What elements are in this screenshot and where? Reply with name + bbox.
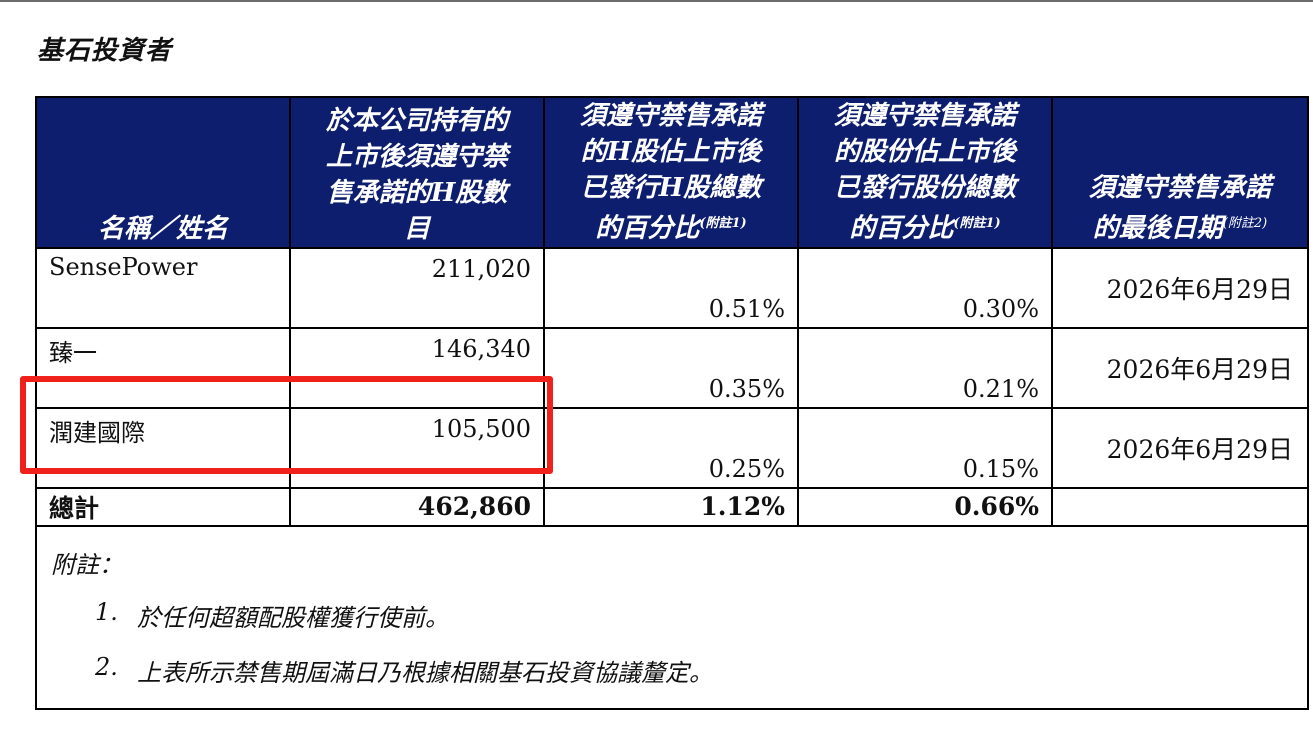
note-item: 1. 於任何超額配股權獲行使前。 — [95, 598, 1293, 633]
notes-title: 附註： — [51, 550, 123, 579]
section-title: 基石投資者 — [37, 36, 173, 66]
header-h-share-pct: 須遵守禁售承諾 的H股佔上市後 已發行H股總數 的百分比(附註1) — [543, 96, 799, 249]
lockup-date-value: 2026年6月29日 — [1051, 246, 1309, 329]
investor-name: SensePower — [35, 246, 291, 329]
table-row: 臻一 146,340 0.35% 0.21% 2026年6月29日 — [35, 326, 1309, 409]
investor-name: 臻一 — [35, 326, 291, 409]
total-h-share-pct: 1.12% — [543, 486, 799, 527]
table-row: 潤建國際 105,500 0.25% 0.15% 2026年6月29日 — [35, 406, 1309, 489]
h-share-pct-value: 0.51% — [543, 246, 799, 329]
h-share-pct-value: 0.25% — [543, 406, 799, 489]
lockup-date-value: 2026年6月29日 — [1051, 406, 1309, 489]
note-number: 1. — [95, 597, 118, 626]
header-row: 名稱／姓名 於本公司持有的 上市後須遵守禁 售承諾的H股數 目 須遵守禁售承諾 … — [35, 96, 1309, 249]
note-item: 2. 上表所示禁售期屆滿日乃根據相關基石投資協議釐定。 — [95, 653, 1293, 688]
header-name: 名稱／姓名 — [35, 96, 291, 249]
total-share-pct-value: 0.15% — [797, 406, 1053, 489]
total-label: 總計 — [35, 486, 291, 527]
note-ref: (附註1) — [953, 216, 1001, 231]
top-rule — [0, 0, 1313, 2]
lockup-table: 名稱／姓名 於本公司持有的 上市後須遵守禁 售承諾的H股數 目 須遵守禁售承諾 … — [35, 96, 1309, 710]
header-total-share-pct: 須遵守禁售承諾 的股份佔上市後 已發行股份總數 的百分比(附註1) — [797, 96, 1053, 249]
table-row: SensePower 211,020 0.51% 0.30% 2026年6月29… — [35, 246, 1309, 329]
total-date-empty — [1051, 486, 1309, 527]
total-share-pct-value: 0.30% — [797, 246, 1053, 329]
total-share-pct-value: 0.21% — [797, 326, 1053, 409]
note-text: 於任何超額配股權獲行使前。 — [137, 603, 449, 632]
h-share-pct-value: 0.35% — [543, 326, 799, 409]
shares-value: 146,340 — [289, 326, 545, 409]
header-lockup-date: 須遵守禁售承諾 的最後日期(附註2) — [1051, 96, 1309, 249]
total-share-pct: 0.66% — [797, 486, 1053, 527]
note-text: 上表所示禁售期屆滿日乃根據相關基石投資協議釐定。 — [137, 658, 713, 687]
header-shares: 於本公司持有的 上市後須遵守禁 售承諾的H股數 目 — [289, 96, 545, 249]
shares-value: 105,500 — [289, 406, 545, 489]
lockup-date-value: 2026年6月29日 — [1051, 326, 1309, 409]
investor-name: 潤建國際 — [35, 406, 291, 489]
total-shares: 462,860 — [289, 486, 545, 527]
total-row: 總計 462,860 1.12% 0.66% — [35, 486, 1309, 527]
notes-row: 附註： 1. 於任何超額配股權獲行使前。 2. 上表所示禁售期屆滿日乃根據相關基… — [35, 524, 1309, 710]
notes-cell: 附註： 1. 於任何超額配股權獲行使前。 2. 上表所示禁售期屆滿日乃根據相關基… — [35, 524, 1309, 710]
shares-value: 211,020 — [289, 246, 545, 329]
note-number: 2. — [95, 652, 118, 681]
note-ref: (附註2) — [1222, 216, 1268, 231]
note-ref: (附註1) — [699, 216, 747, 231]
